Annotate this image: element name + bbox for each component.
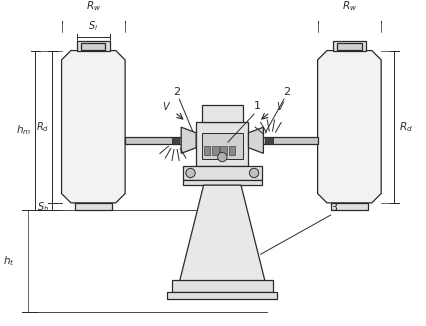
Text: 2: 2 [283, 87, 291, 97]
Bar [77, 41, 110, 51]
Text: $R_d$: $R_d$ [399, 120, 413, 134]
Bar [331, 203, 368, 210]
Bar [172, 137, 179, 144]
Text: 1: 1 [254, 101, 261, 111]
Bar [337, 43, 362, 50]
Text: $S_h$: $S_h$ [37, 200, 49, 214]
Bar [220, 146, 227, 155]
Bar [196, 122, 248, 167]
Bar [172, 279, 273, 292]
Bar [183, 167, 262, 180]
Circle shape [186, 168, 195, 178]
Polygon shape [318, 51, 381, 203]
Text: $h_t$: $h_t$ [3, 254, 15, 268]
Bar [202, 105, 243, 122]
Circle shape [249, 168, 259, 178]
Bar [183, 180, 262, 185]
Bar [202, 133, 243, 159]
Bar [204, 146, 210, 155]
Polygon shape [181, 127, 196, 153]
Bar [212, 146, 219, 155]
Text: 2: 2 [173, 87, 180, 97]
Text: $R_d$: $R_d$ [36, 120, 49, 134]
Bar [263, 137, 318, 144]
Text: 3: 3 [330, 203, 337, 213]
Circle shape [218, 153, 227, 162]
Bar [81, 43, 106, 50]
Bar [333, 41, 366, 51]
Bar [167, 292, 277, 299]
Bar [265, 137, 273, 144]
Text: $h_m$: $h_m$ [16, 124, 31, 137]
Polygon shape [248, 127, 263, 153]
Bar [229, 146, 236, 155]
Text: $R_w$: $R_w$ [86, 0, 101, 13]
Polygon shape [179, 185, 265, 282]
Bar [75, 203, 112, 210]
Polygon shape [62, 51, 125, 203]
Text: V: V [162, 102, 169, 111]
Text: $S_l$: $S_l$ [88, 19, 98, 33]
Text: $R_w$: $R_w$ [342, 0, 357, 13]
Text: V: V [276, 102, 282, 111]
Bar [125, 137, 181, 144]
